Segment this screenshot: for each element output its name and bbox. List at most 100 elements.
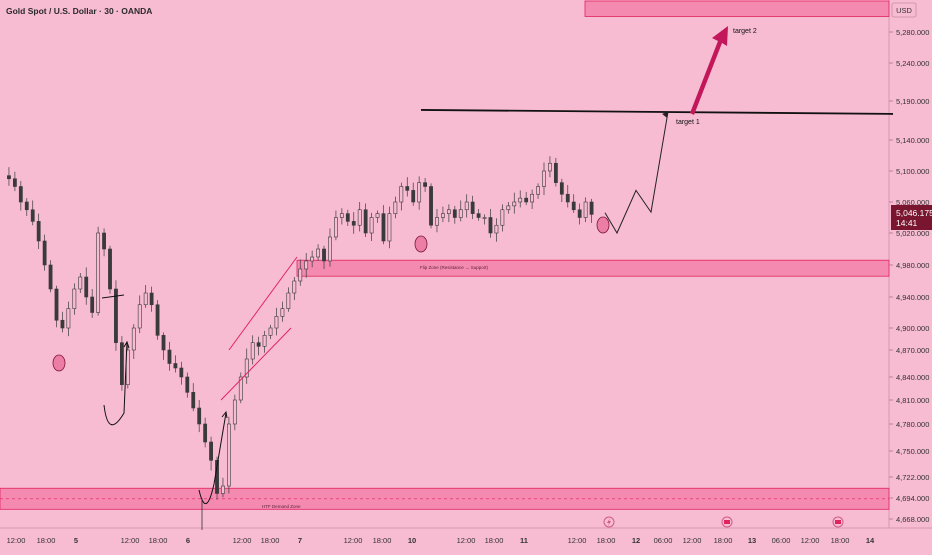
x-tick-label: 12:00 [568, 536, 587, 545]
candle [12, 171, 17, 192]
reaction-circle-right[interactable] [596, 216, 610, 234]
candle [292, 277, 297, 301]
candle [363, 203, 368, 237]
candle [482, 214, 487, 225]
y-tick-label: 4,900.000 [896, 324, 929, 333]
candle [530, 189, 535, 209]
candle [369, 212, 374, 241]
candle [488, 208, 493, 238]
y-tick-label: 4,722.000 [896, 473, 929, 482]
current-price-value: 5,046.175 [896, 208, 932, 218]
x-tick-label: 18:00 [261, 536, 280, 545]
candle-countdown: 14:41 [896, 218, 918, 228]
x-tick-label: 10 [408, 536, 416, 545]
candle [381, 205, 386, 245]
flag-icon[interactable] [721, 516, 733, 528]
candle [589, 198, 594, 223]
candle [215, 456, 219, 500]
reaction-circle-mid[interactable] [414, 235, 428, 253]
candle [417, 176, 422, 210]
candle [524, 191, 529, 206]
candle [191, 383, 196, 412]
curve-arrow-left[interactable] [103, 341, 128, 426]
candle [548, 156, 552, 178]
candle [583, 197, 588, 223]
y-tick-label: 4,780.000 [896, 420, 929, 429]
candle [143, 285, 148, 308]
target-2-arrow[interactable] [690, 26, 728, 115]
candle [500, 204, 505, 232]
candle [102, 228, 106, 257]
y-tick-label: 4,980.000 [896, 261, 929, 270]
candle [446, 204, 451, 223]
x-tick-label: 12:00 [7, 536, 26, 545]
candle [542, 162, 546, 196]
candle [345, 209, 350, 227]
candle [476, 208, 481, 221]
channel-lower-line[interactable] [220, 327, 292, 401]
x-tick-label: 12 [632, 536, 640, 545]
curve-arrow-bottom[interactable] [198, 412, 227, 504]
candle [458, 200, 463, 222]
candle [48, 260, 53, 293]
time-axis[interactable]: 12:00 18:00 5 12:00 18:00 6 12:00 18:00 7 12:00 18… [7, 516, 875, 545]
candle [54, 285, 59, 328]
target-2-zone[interactable] [584, 0, 890, 17]
candle [506, 202, 511, 214]
x-tick-label: 18:00 [485, 536, 504, 545]
candle [375, 210, 380, 223]
reaction-circle-left[interactable] [52, 354, 66, 372]
candle [173, 355, 178, 373]
candle [429, 183, 433, 229]
candles-layer [7, 156, 594, 500]
x-tick-label: 7 [298, 536, 302, 545]
candle [553, 157, 558, 187]
candle [18, 181, 23, 211]
currency-box[interactable] [891, 2, 917, 18]
candle [227, 416, 231, 494]
candle [60, 311, 65, 333]
curve-arrowhead-left [123, 340, 130, 349]
y-tick-label: 4,870.000 [896, 346, 929, 355]
candle [494, 218, 499, 242]
price-axis[interactable]: 5,280.000 5,240.000 5,190.000 5,140.000 5,10… [889, 28, 929, 524]
candle [238, 372, 243, 404]
candle [310, 250, 315, 268]
x-tick-label: 6 [186, 536, 190, 545]
chart-title: Gold Spot / U.S. Dollar · 30 · OANDA [6, 6, 152, 16]
drawings-layer [52, 26, 894, 530]
candle [464, 194, 469, 218]
flip-zone-label: Flip Zone (Resistance → Support) [420, 265, 489, 270]
candle [357, 202, 362, 232]
x-tick-label: 06:00 [772, 536, 791, 545]
x-tick-label: 06:00 [654, 536, 673, 545]
flip-zone[interactable] [296, 259, 890, 277]
channel-upper-line[interactable] [228, 256, 298, 351]
price-scale-background [889, 0, 932, 528]
candle [328, 228, 332, 267]
candle [120, 336, 124, 391]
x-tick-label: 12:00 [683, 536, 702, 545]
flag-icon[interactable] [832, 516, 844, 528]
projection-path[interactable] [604, 111, 669, 235]
y-tick-label: 5,280.000 [896, 28, 929, 37]
y-tick-label: 4,940.000 [896, 293, 929, 302]
resistance-line[interactable] [420, 109, 894, 115]
candle [316, 244, 320, 261]
x-tick-label: 12:00 [801, 536, 820, 545]
candle [84, 267, 89, 305]
candle [66, 301, 71, 337]
x-tick-label: 18:00 [831, 536, 850, 545]
candle [131, 324, 136, 359]
y-tick-label: 5,140.000 [896, 136, 929, 145]
swing-high-line[interactable] [101, 294, 125, 299]
candle [167, 341, 172, 371]
candle [7, 167, 11, 186]
candle [155, 300, 160, 340]
candle [250, 335, 255, 365]
candle [72, 283, 77, 315]
lightning-icon[interactable] [603, 516, 615, 528]
candle [221, 477, 225, 498]
candle [137, 295, 142, 334]
